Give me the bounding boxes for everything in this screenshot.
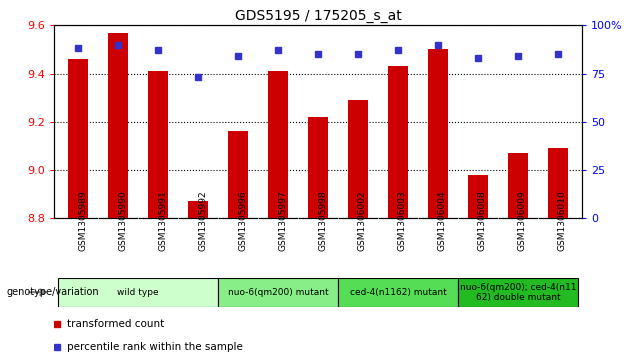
Text: GSM1306002: GSM1306002 — [358, 191, 367, 251]
Text: ced-4(n1162) mutant: ced-4(n1162) mutant — [350, 288, 446, 297]
Bar — [458, 278, 578, 307]
Bar — [268, 71, 288, 218]
Text: GSM1306009: GSM1306009 — [518, 191, 527, 251]
Bar — [308, 117, 328, 218]
Text: nuo-6(qm200); ced-4(n11
62) double mutant: nuo-6(qm200); ced-4(n11 62) double mutan… — [460, 282, 576, 302]
Bar — [428, 49, 448, 218]
Text: nuo-6(qm200) mutant: nuo-6(qm200) mutant — [228, 288, 328, 297]
Bar — [228, 131, 248, 218]
Text: GSM1305996: GSM1305996 — [238, 191, 247, 251]
Bar — [388, 66, 408, 218]
Bar — [468, 175, 488, 218]
Bar — [148, 71, 168, 218]
Text: GSM1305989: GSM1305989 — [78, 191, 87, 251]
Title: GDS5195 / 175205_s_at: GDS5195 / 175205_s_at — [235, 9, 401, 23]
Bar — [58, 278, 218, 307]
Text: GSM1306004: GSM1306004 — [438, 191, 447, 251]
Bar — [338, 278, 458, 307]
Text: GSM1306010: GSM1306010 — [558, 191, 567, 251]
Text: GSM1305991: GSM1305991 — [158, 191, 167, 251]
Bar — [108, 33, 128, 218]
Text: GSM1305990: GSM1305990 — [118, 191, 127, 251]
Text: GSM1305998: GSM1305998 — [318, 191, 327, 251]
Bar — [218, 278, 338, 307]
Bar — [548, 148, 568, 218]
Bar — [348, 100, 368, 218]
Text: percentile rank within the sample: percentile rank within the sample — [67, 342, 242, 352]
Text: GSM1306003: GSM1306003 — [398, 191, 407, 251]
Bar — [508, 153, 528, 218]
Text: GSM1306008: GSM1306008 — [478, 191, 487, 251]
Bar — [68, 59, 88, 218]
Text: wild type: wild type — [117, 288, 159, 297]
Text: transformed count: transformed count — [67, 319, 164, 329]
Text: GSM1305997: GSM1305997 — [278, 191, 287, 251]
Bar — [188, 201, 208, 218]
Text: genotype/variation: genotype/variation — [6, 287, 99, 297]
Text: GSM1305992: GSM1305992 — [198, 191, 207, 251]
